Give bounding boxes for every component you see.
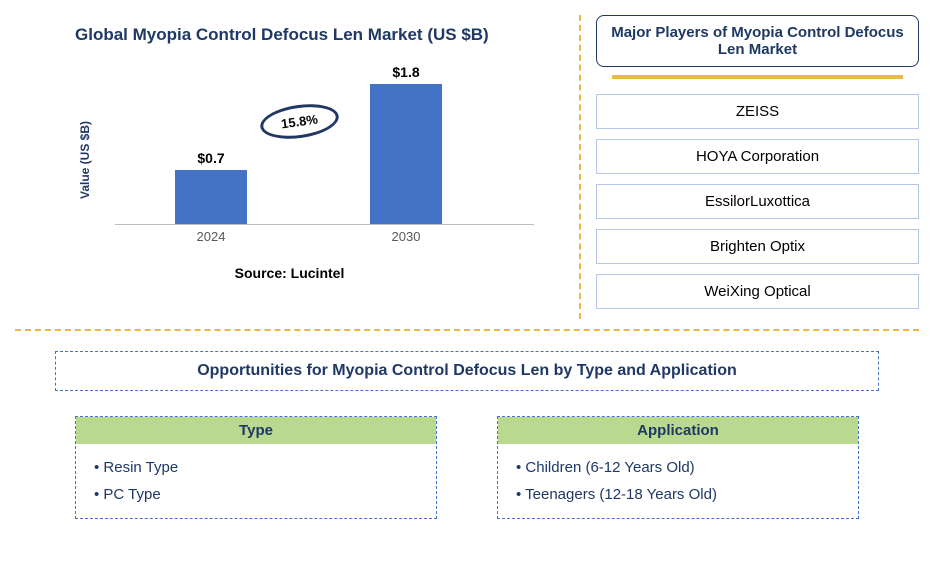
y-axis-label: Value (US $B) bbox=[78, 121, 92, 199]
chart-bar-2024: $0.7 bbox=[175, 170, 247, 224]
opportunity-column-type: Type • Resin Type • PC Type bbox=[75, 416, 437, 519]
item-text: Resin Type bbox=[103, 459, 178, 476]
column-items: • Children (6-12 Years Old) • Teenagers … bbox=[498, 444, 858, 518]
top-row: Global Myopia Control Defocus Len Market… bbox=[15, 15, 919, 319]
title-underline bbox=[612, 75, 903, 79]
item-text: PC Type bbox=[103, 486, 160, 503]
x-tick-2024: 2024 bbox=[197, 229, 226, 244]
source-label: Source: Lucintel bbox=[25, 265, 554, 281]
column-header: Application bbox=[498, 417, 858, 444]
item-text: Children (6-12 Years Old) bbox=[525, 459, 694, 476]
opportunity-item: • PC Type bbox=[94, 481, 418, 508]
players-title: Major Players of Myopia Control Defocus … bbox=[596, 15, 919, 67]
chart-title: Global Myopia Control Defocus Len Market… bbox=[75, 25, 554, 45]
item-text: Teenagers (12-18 Years Old) bbox=[525, 486, 717, 503]
chart-plot-area: $0.7 2024 $1.8 2030 15.8% bbox=[115, 70, 534, 225]
player-item: Brighten Optix bbox=[596, 229, 919, 264]
opportunity-item: • Children (6-12 Years Old) bbox=[516, 454, 840, 481]
bar-chart: Value (US $B) $0.7 2024 $1.8 2030 15.8% bbox=[55, 70, 554, 250]
player-item: WeiXing Optical bbox=[596, 274, 919, 309]
chart-bar-2030: $1.8 bbox=[370, 84, 442, 224]
player-item: EssilorLuxottica bbox=[596, 184, 919, 219]
column-items: • Resin Type • PC Type bbox=[76, 444, 436, 518]
player-item: ZEISS bbox=[596, 94, 919, 129]
horizontal-divider bbox=[15, 329, 919, 331]
column-header: Type bbox=[76, 417, 436, 444]
player-item: HOYA Corporation bbox=[596, 139, 919, 174]
major-players-panel: Major Players of Myopia Control Defocus … bbox=[579, 15, 919, 319]
opportunities-section: Opportunities for Myopia Control Defocus… bbox=[15, 351, 919, 519]
bar-value-label: $0.7 bbox=[197, 150, 224, 166]
opportunities-title: Opportunities for Myopia Control Defocus… bbox=[55, 351, 879, 391]
opportunity-item: • Resin Type bbox=[94, 454, 418, 481]
opportunities-columns: Type • Resin Type • PC Type Application … bbox=[15, 416, 919, 519]
growth-rate-callout: 15.8% bbox=[258, 100, 341, 144]
opportunity-column-application: Application • Children (6-12 Years Old) … bbox=[497, 416, 859, 519]
bar-value-label: $1.8 bbox=[392, 64, 419, 80]
x-tick-2030: 2030 bbox=[392, 229, 421, 244]
chart-section: Global Myopia Control Defocus Len Market… bbox=[15, 15, 564, 319]
opportunity-item: • Teenagers (12-18 Years Old) bbox=[516, 481, 840, 508]
